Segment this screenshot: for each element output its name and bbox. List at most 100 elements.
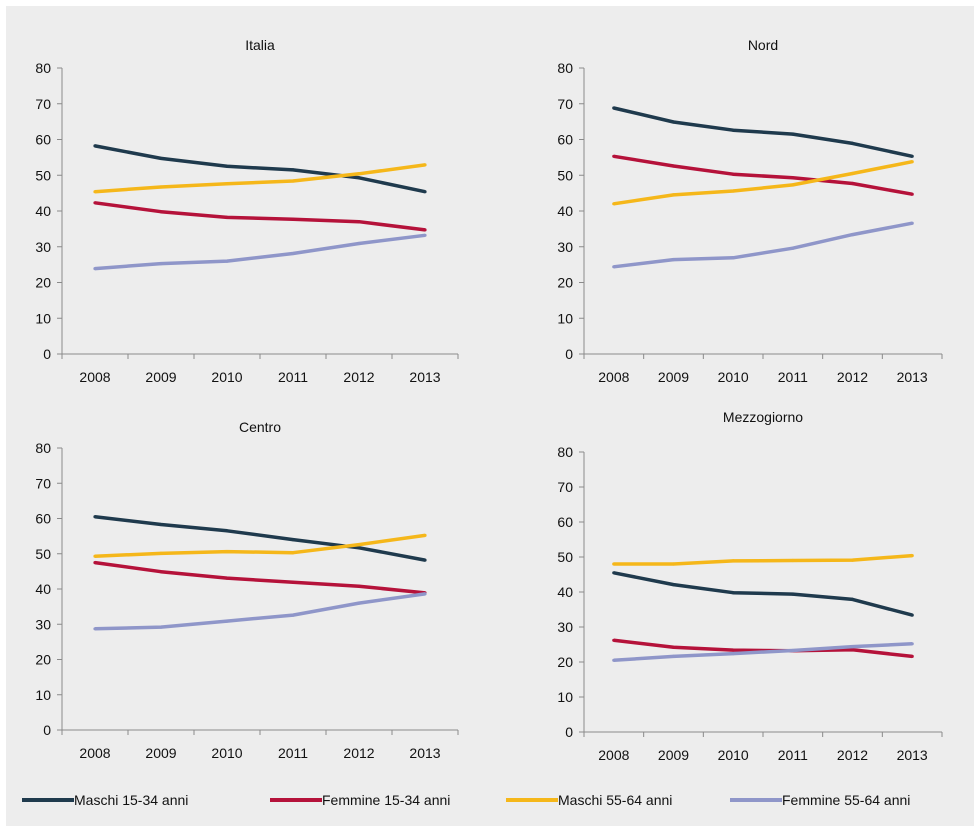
- data-point-centro-femmine-55-64-anni: [93, 627, 97, 631]
- x-tick-label-italia: 2011: [278, 369, 308, 385]
- data-point-nord-maschi-55-64-anni: [671, 193, 676, 197]
- x-tick-label-italia: 2013: [409, 369, 440, 385]
- legend-label-maschi-15-34: Maschi 15-34 anni: [74, 792, 189, 808]
- data-point-centro-femmine-15-34-anni: [93, 561, 97, 565]
- legend-label-femmine-15-34: Femmine 15-34 anni: [322, 792, 451, 808]
- data-point-nord-femmine-15-34-anni: [612, 154, 616, 158]
- x-tick-label-nord: 2012: [837, 369, 868, 385]
- x-tick-label-nord: 2010: [718, 369, 749, 385]
- data-point-centro-femmine-55-64-anni: [291, 613, 295, 617]
- y-tick-label-centro: 70: [35, 475, 51, 491]
- legend-swatch-femmine-15-34: [270, 798, 322, 802]
- legend-swatch-femmine-55-64: [730, 798, 782, 802]
- data-point-nord-maschi-15-34-anni: [671, 120, 676, 124]
- y-tick-label-centro: 40: [35, 581, 51, 597]
- series-line-centro-maschi-55-64-anni: [94, 533, 426, 558]
- data-point-centro-maschi-15-34-anni: [225, 529, 229, 533]
- data-point-nord-maschi-15-34-anni: [731, 128, 735, 132]
- data-point-nord-femmine-55-64-anni: [850, 233, 855, 237]
- data-point-mezzogiorno-maschi-15-34-anni: [612, 571, 616, 575]
- data-point-mezzogiorno-femmine-15-34-anni: [731, 648, 735, 652]
- y-tick-label-centro: 0: [43, 722, 51, 738]
- y-tick-label-mezzogiorno: 10: [557, 689, 573, 705]
- data-point-italia-femmine-15-34-anni: [225, 215, 229, 219]
- data-point-centro-femmine-15-34-anni: [357, 584, 361, 588]
- y-tick-label-italia: 60: [35, 132, 51, 148]
- x-tick-label-centro: 2008: [79, 745, 110, 761]
- chart-nord: Nord 0 10 20 30 40 50 60 70 80 2008 2009 2010 2011 201…: [557, 37, 943, 385]
- data-point-nord-femmine-15-34-anni: [791, 176, 795, 180]
- data-point-nord-femmine-55-64-anni: [791, 246, 795, 250]
- data-point-mezzogiorno-maschi-55-64-anni: [612, 562, 616, 566]
- chart-italia: Italia 0 10 20 30 40 50 60 70 80 2008 2009 2010 2011 2…: [35, 37, 459, 385]
- legend-swatch-maschi-55-64: [506, 798, 558, 802]
- y-tick-label-nord: 30: [557, 239, 573, 255]
- legend-label-maschi-55-64: Maschi 55-64 anni: [558, 792, 673, 808]
- chart-title-italia: Italia: [245, 37, 275, 53]
- legend-item-femmine-55-64: Femmine 55-64 anni: [730, 788, 910, 812]
- data-point-nord-femmine-55-64-anni: [731, 256, 735, 260]
- data-point-centro-maschi-15-34-anni: [93, 515, 97, 519]
- data-point-italia-femmine-15-34-anni: [423, 228, 427, 232]
- data-point-centro-maschi-55-64-anni: [225, 550, 229, 554]
- data-point-italia-femmine-55-64-anni: [357, 241, 361, 246]
- y-tick-label-italia: 70: [35, 96, 51, 112]
- series-line-centro-maschi-15-34-anni: [94, 514, 426, 562]
- figure-panel: Italia 0 10 20 30 40 50 60 70 80 2008 2009 2010 2011 2…: [6, 6, 974, 826]
- series-line-italia-maschi-15-34-anni: [94, 144, 426, 194]
- data-point-centro-femmine-55-64-anni: [423, 592, 427, 596]
- x-tick-label-italia: 2010: [211, 369, 242, 385]
- data-point-italia-maschi-15-34-anni: [225, 164, 229, 168]
- y-tick-label-nord: 80: [557, 60, 573, 76]
- data-point-centro-maschi-15-34-anni: [423, 558, 427, 562]
- data-point-mezzogiorno-femmine-55-64-anni: [791, 648, 795, 653]
- x-tick-label-centro: 2010: [211, 745, 242, 761]
- y-tick-label-italia: 0: [43, 346, 51, 362]
- data-point-nord-maschi-55-64-anni: [850, 171, 855, 176]
- data-point-centro-maschi-15-34-anni: [291, 538, 295, 542]
- data-point-italia-femmine-55-64-anni: [159, 262, 163, 266]
- legend-item-maschi-55-64: Maschi 55-64 anni: [506, 788, 672, 812]
- series-line-italia-femmine-15-34-anni: [94, 201, 426, 232]
- data-point-italia-femmine-15-34-anni: [159, 210, 163, 214]
- x-tick-label-mezzogiorno: 2012: [837, 747, 868, 763]
- series-line-nord-femmine-55-64-anni: [613, 221, 913, 269]
- data-point-italia-femmine-15-34-anni: [291, 217, 295, 221]
- chart-title-centro: Centro: [239, 419, 281, 435]
- data-point-centro-maschi-55-64-anni: [291, 551, 295, 555]
- x-tick-label-italia: 2008: [79, 369, 110, 385]
- y-tick-label-nord: 20: [557, 275, 573, 291]
- legend-item-femmine-15-34: Femmine 15-34 anni: [270, 788, 450, 812]
- y-tick-label-mezzogiorno: 20: [557, 654, 573, 670]
- data-point-italia-maschi-15-34-anni: [357, 176, 361, 180]
- y-tick-label-mezzogiorno: 60: [557, 514, 573, 530]
- y-tick-label-italia: 30: [35, 239, 51, 255]
- chart-mezzogiorno: Mezzogiorno 0 10 20 30 40 50 60 70 80 2008 2009 2010…: [557, 409, 943, 763]
- y-tick-label-mezzogiorno: 70: [557, 479, 573, 495]
- data-point-nord-maschi-55-64-anni: [612, 202, 616, 206]
- legend-label-femmine-55-64: Femmine 55-64 anni: [782, 792, 911, 808]
- series-line-centro-femmine-15-34-anni: [94, 560, 426, 595]
- x-tick-label-mezzogiorno: 2008: [598, 747, 629, 763]
- y-tick-label-mezzogiorno: 50: [557, 549, 573, 565]
- data-point-italia-maschi-55-64-anni: [225, 182, 229, 186]
- data-point-italia-maschi-15-34-anni: [423, 190, 427, 194]
- data-point-centro-femmine-55-64-anni: [159, 625, 163, 629]
- y-tick-label-mezzogiorno: 0: [565, 724, 573, 740]
- data-point-nord-femmine-55-64-anni: [671, 258, 676, 262]
- x-tick-label-mezzogiorno: 2010: [718, 747, 749, 763]
- y-tick-label-mezzogiorno: 80: [557, 444, 573, 460]
- y-tick-label-italia: 40: [35, 203, 51, 219]
- x-tick-label-centro: 2009: [145, 745, 176, 761]
- data-point-centro-femmine-15-34-anni: [159, 570, 163, 574]
- chart-centro: Centro 0 10 20 30 40 50 60 70 80 2008 2009 2010 2011 2…: [35, 419, 459, 761]
- x-tick-label-centro: 2013: [409, 745, 440, 761]
- data-point-mezzogiorno-maschi-55-64-anni: [791, 558, 795, 563]
- data-point-italia-maschi-15-34-anni: [93, 144, 97, 148]
- data-point-italia-maschi-55-64-anni: [291, 179, 295, 183]
- charts-svg: Italia 0 10 20 30 40 50 60 70 80 2008 2009 2010 2011 2…: [35, 37, 943, 763]
- x-tick-label-mezzogiorno: 2011: [778, 747, 808, 763]
- series-line-centro-femmine-55-64-anni: [94, 592, 426, 631]
- data-point-centro-maschi-55-64-anni: [357, 543, 361, 547]
- series-line-italia-maschi-55-64-anni: [94, 163, 426, 194]
